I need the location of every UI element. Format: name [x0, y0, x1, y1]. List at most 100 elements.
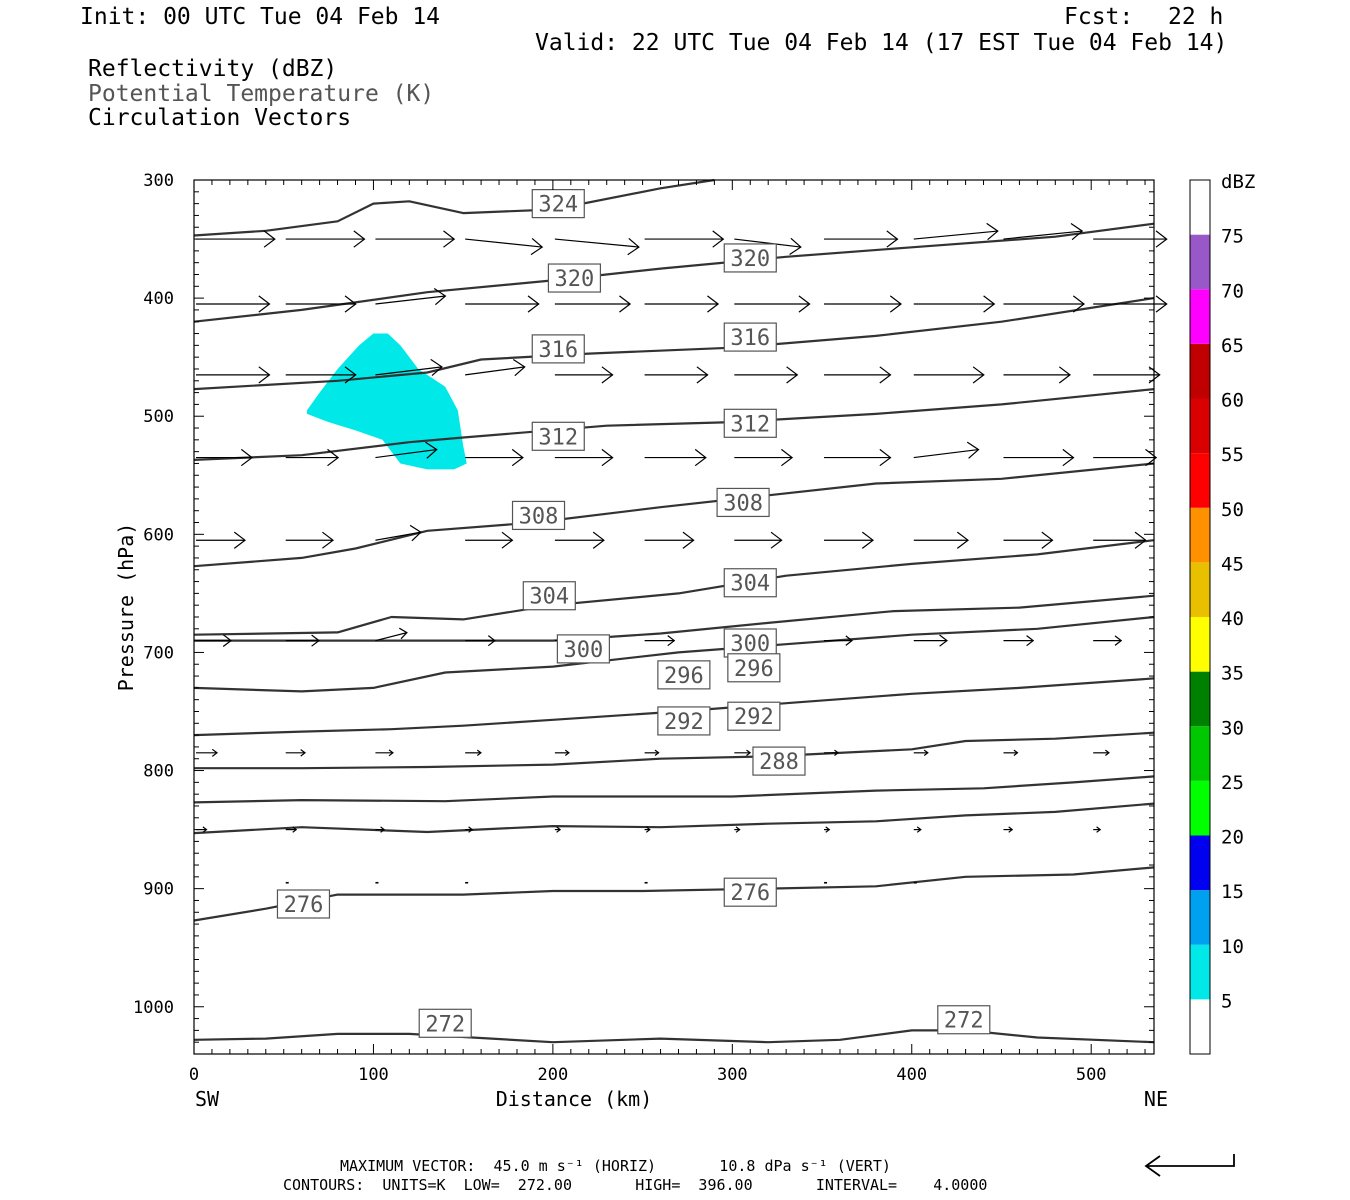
circulation-vector — [375, 627, 408, 642]
colorbar-segment — [1190, 671, 1210, 727]
colorbar-segment — [1190, 289, 1210, 344]
circulation-vector — [465, 237, 544, 256]
colorbar-segment — [1190, 944, 1210, 1000]
circulation-vector — [913, 441, 980, 459]
contour-label: 308 — [716, 487, 770, 518]
circulation-vector — [824, 295, 902, 313]
colorbar-tick-label: 30 — [1221, 717, 1244, 739]
circulation-vector — [465, 448, 524, 467]
svg-text:316: 316 — [538, 338, 578, 363]
colorbar-tick-label: 65 — [1221, 335, 1244, 357]
contour-label: 304 — [723, 568, 777, 598]
field-potential-temperature: Potential Temperature (K) — [88, 81, 435, 107]
colorbar-segment — [1190, 780, 1210, 836]
svg-text:300: 300 — [564, 638, 604, 663]
theta-contour-300 — [194, 594, 1155, 642]
circulation-vector — [375, 230, 456, 248]
svg-text:288: 288 — [759, 750, 799, 775]
colorbar-tick-label: 40 — [1221, 608, 1244, 630]
theta-contour-284 — [193, 775, 1155, 804]
circulation-vector — [285, 531, 334, 549]
theta-contour-304 — [193, 539, 1155, 636]
circulation-vector — [1003, 223, 1084, 241]
x-tick-label: 200 — [538, 1065, 569, 1085]
circulation-vector — [554, 295, 632, 313]
contour-label: 300 — [556, 634, 610, 664]
y-tick-label: 900 — [143, 880, 174, 900]
circulation-vector — [1093, 635, 1123, 646]
circulation-vector — [644, 448, 707, 467]
svg-text:292: 292 — [664, 710, 704, 735]
circulation-vector — [734, 366, 799, 384]
y-tick-label: 700 — [143, 643, 174, 663]
circulation-vector — [285, 826, 298, 833]
circulation-vector — [913, 366, 985, 384]
colorbar-segment — [1190, 398, 1210, 454]
svg-text:324: 324 — [538, 193, 578, 218]
colorbar-tick-label: 70 — [1221, 280, 1244, 302]
circulation-vector — [644, 531, 695, 549]
circulation-vector — [913, 222, 999, 241]
theta-contour-272 — [193, 1029, 1155, 1044]
circulation-vector — [1003, 826, 1014, 833]
svg-text:312: 312 — [538, 425, 578, 450]
colorbar-segment — [1190, 617, 1210, 672]
circulation-vector — [1003, 749, 1019, 756]
colorbar-segment — [1190, 890, 1210, 945]
circulation-vector — [554, 749, 570, 756]
svg-text:272: 272 — [944, 1009, 984, 1034]
circulation-vector — [644, 749, 660, 756]
circulation-vector — [375, 441, 438, 459]
contour-label: 312 — [723, 408, 777, 438]
colorbar-tick-label: 75 — [1221, 226, 1244, 248]
forecast-label: Fcst: — [1064, 4, 1134, 30]
circulation-vector — [196, 230, 276, 248]
colorbar-title: dBZ — [1221, 171, 1255, 193]
contour-label: 304 — [522, 581, 576, 611]
circulation-vector — [554, 531, 605, 549]
circulation-vector — [1093, 826, 1102, 833]
svg-text:292: 292 — [734, 705, 774, 730]
circulation-vector — [285, 295, 357, 313]
plot-frame — [193, 179, 1155, 1055]
reference-vector-arrow — [1144, 1154, 1235, 1177]
contour-label: 296 — [657, 660, 711, 690]
circulation-vector — [644, 826, 651, 833]
circulation-vector — [465, 531, 514, 549]
y-axis-label: Pressure (hPa) — [114, 523, 138, 692]
circulation-vector — [824, 366, 892, 384]
valid-time: Valid: 22 UTC Tue 04 Feb 14 (17 EST Tue … — [535, 30, 1228, 56]
circulation-vector — [1093, 230, 1168, 248]
field-reflectivity: Reflectivity (dBZ) — [88, 56, 338, 82]
colorbar-tick-label: 5 — [1221, 990, 1232, 1012]
circulation-vector — [644, 230, 725, 248]
circulation-vector — [1003, 366, 1071, 384]
svg-text:300: 300 — [730, 632, 770, 657]
theta-contour-280 — [193, 802, 1155, 835]
contour-label: 320 — [723, 243, 777, 273]
theta-contour-288 — [194, 731, 1155, 770]
init-time: Init: 00 UTC Tue 04 Feb 14 — [80, 4, 441, 30]
circulation-vector — [913, 531, 969, 549]
theta-contour-276 — [193, 866, 1155, 922]
contour-label: 308 — [511, 500, 566, 531]
contour-label: 276 — [723, 877, 777, 907]
y-tick-label: 800 — [143, 762, 174, 782]
left-end-label: SW — [195, 1087, 220, 1111]
circulation-vector — [554, 448, 614, 467]
svg-text:308: 308 — [519, 504, 559, 529]
x-axis-label: Distance (km) — [496, 1087, 653, 1111]
contour-label: 292 — [657, 706, 711, 736]
colorbar-segment — [1190, 453, 1210, 508]
circulation-vector — [375, 288, 447, 306]
circulation-vector — [465, 358, 526, 377]
circulation-vector — [734, 448, 794, 467]
circulation-vector — [1003, 635, 1035, 647]
svg-text:296: 296 — [734, 657, 774, 682]
circulation-vector — [196, 366, 271, 384]
svg-text:316: 316 — [730, 326, 770, 351]
contour-label: 300 — [723, 628, 777, 658]
circulation-vector — [644, 295, 720, 313]
colorbar-tick-label: 25 — [1221, 772, 1244, 794]
